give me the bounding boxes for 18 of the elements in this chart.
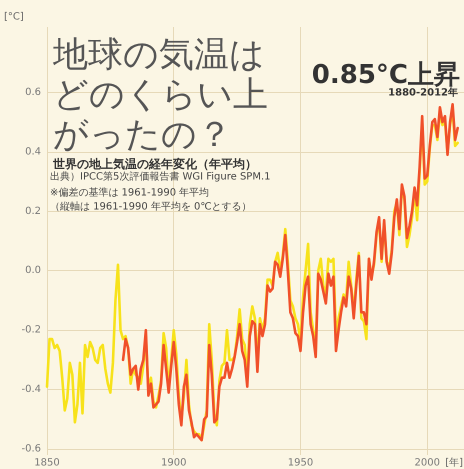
- annotation: （縦軸は 1961-1990 年平均を 0℃とする）: [50, 200, 252, 212]
- y-tick-label: -0.6: [21, 444, 41, 455]
- x-tick-label: 1950: [288, 458, 314, 468]
- x-tick-label: 1850: [34, 458, 60, 468]
- annotation: 出典）IPCC第5次評価報告書 WGI Figure SPM.1: [50, 170, 271, 182]
- y-tick-label: 0.6: [25, 86, 41, 98]
- x-tick-label: 2000: [414, 458, 440, 468]
- y-tick-label: 0.4: [25, 146, 41, 158]
- x-tick-label: 1900: [161, 458, 186, 468]
- y-tick-label: -0.2: [21, 324, 41, 336]
- y-tick-label: 0.2: [25, 206, 41, 217]
- y-tick-label: -0.4: [21, 384, 41, 396]
- y-tick-label: 0.0: [25, 265, 41, 276]
- annotation: ※偏差の基準は 1961-1990 年平均: [50, 186, 210, 198]
- x-axis-title: [年]: [445, 456, 464, 468]
- text: 世界の地上気温の経年変化（年平均）: [52, 157, 257, 171]
- y-axis-title: [°C]: [4, 12, 24, 22]
- text: 地球の気温はどのくらい上がったの？: [52, 35, 268, 155]
